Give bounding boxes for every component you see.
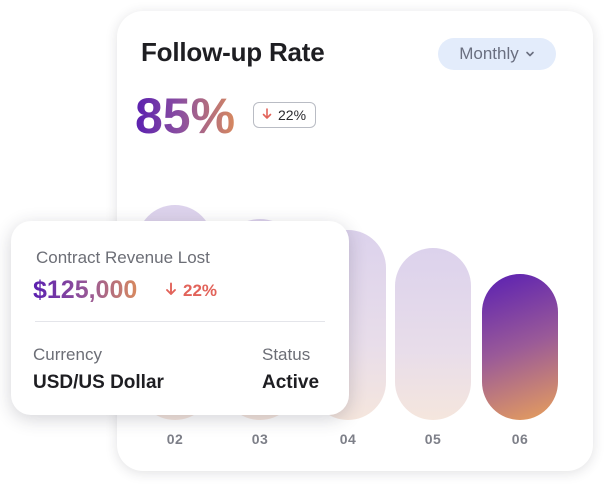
bar-label-02: 02 (166, 431, 184, 447)
contract-revenue-amount: $125,000 (33, 276, 138, 304)
revenue-delta: 22% (165, 281, 217, 301)
currency-value: USD/US Dollar (33, 372, 164, 393)
bar-label-03: 03 (251, 431, 269, 447)
popup-divider (35, 321, 325, 322)
card-title: Follow-up Rate (141, 37, 325, 67)
follow-up-rate-value: 85% (135, 88, 236, 144)
contract-revenue-label: Contract Revenue Lost (36, 248, 210, 267)
period-dropdown[interactable]: Monthly (438, 38, 556, 70)
bar-label-05: 05 (424, 431, 442, 447)
status-label: Status (262, 345, 311, 364)
arrow-down-icon (165, 281, 177, 301)
status-value: Active (262, 372, 320, 393)
period-dropdown-label: Monthly (459, 44, 519, 63)
bar-label-06: 06 (511, 431, 529, 447)
chevron-down-icon (525, 49, 535, 59)
bar-06[interactable] (482, 274, 558, 420)
revenue-delta-value: 22% (183, 281, 218, 300)
contract-revenue-popup: Contract Revenue Lost $125,000 22% Curre… (11, 221, 349, 415)
bar-05[interactable] (395, 248, 471, 420)
bar-label-04: 04 (339, 431, 357, 447)
currency-label: Currency (33, 345, 102, 364)
arrow-down-icon (262, 107, 272, 123)
rate-delta-badge: 22% (253, 102, 317, 128)
rate-delta-value: 22% (278, 107, 307, 123)
